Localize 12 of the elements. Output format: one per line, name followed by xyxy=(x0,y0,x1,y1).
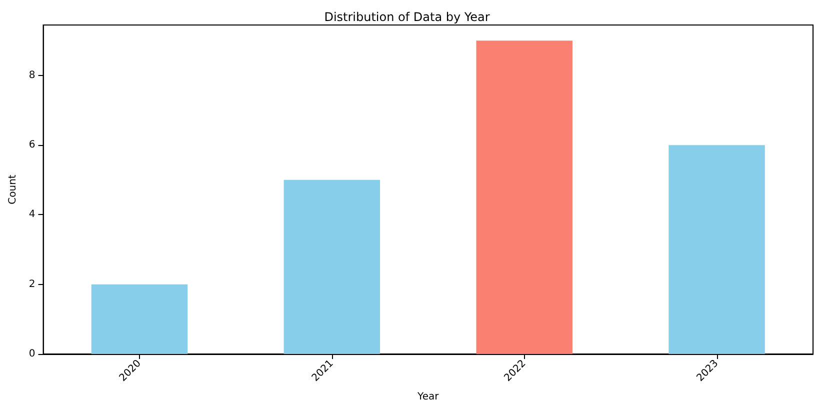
bar xyxy=(284,180,380,354)
y-tick-label: 6 xyxy=(28,140,36,151)
x-axis-title: Year xyxy=(416,392,440,402)
y-axis-title: Count xyxy=(8,174,18,204)
bar xyxy=(476,40,572,354)
y-tick-label: 4 xyxy=(28,209,36,220)
y-tick-label: 8 xyxy=(28,70,36,81)
bar xyxy=(668,145,765,354)
y-tick-label: 0 xyxy=(28,348,36,360)
chart-title: Distribution of Data by Year xyxy=(324,10,490,24)
y-tick-label: 2 xyxy=(28,278,36,290)
bar xyxy=(91,284,188,354)
